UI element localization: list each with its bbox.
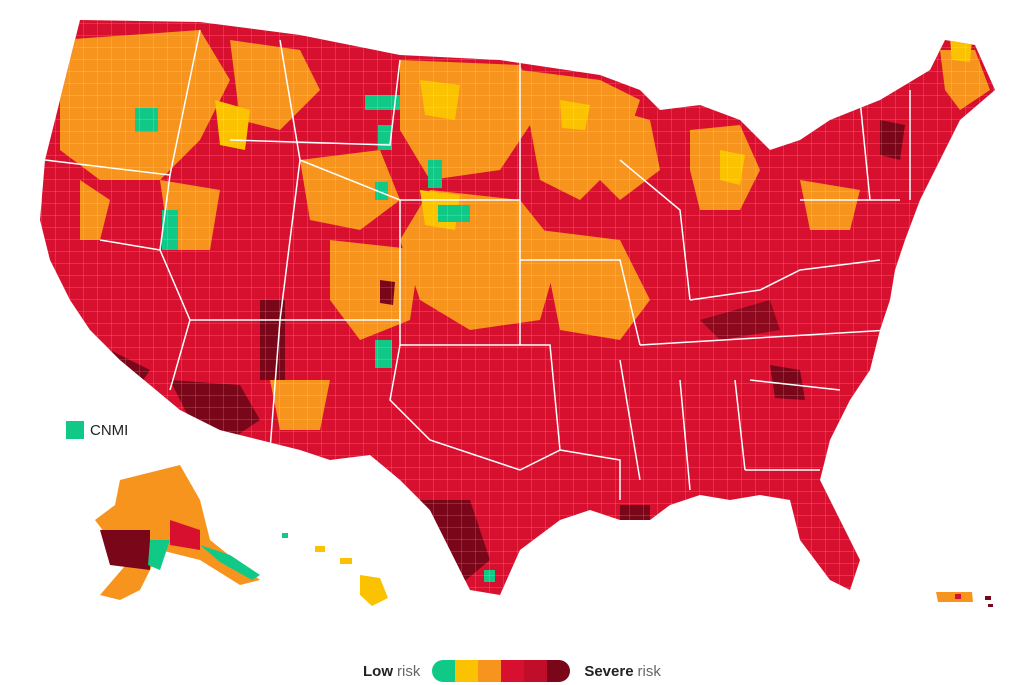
- legend-swatch-0: [432, 660, 456, 682]
- cnmi-label: CNMI: [90, 421, 129, 439]
- legend-low-suffix: risk: [397, 662, 421, 680]
- cnmi-indicator: CNMI: [66, 421, 128, 439]
- legend-low-word: Low: [363, 662, 393, 680]
- legend-swatch-4: [524, 660, 548, 682]
- legend-swatch-2: [478, 660, 502, 682]
- risk-legend: Low risk Severe risk: [363, 660, 661, 682]
- legend-severe-word: Severe: [584, 662, 634, 680]
- cnmi-swatch: [66, 421, 84, 439]
- puerto-rico: [936, 592, 993, 607]
- alaska: [95, 465, 260, 600]
- legend-severe-suffix: risk: [637, 662, 661, 680]
- legend-color-scale: [432, 660, 571, 682]
- legend-swatch-1: [455, 660, 479, 682]
- legend-swatch-5: [547, 660, 571, 682]
- hawaii: [282, 533, 388, 606]
- legend-swatch-3: [501, 660, 525, 682]
